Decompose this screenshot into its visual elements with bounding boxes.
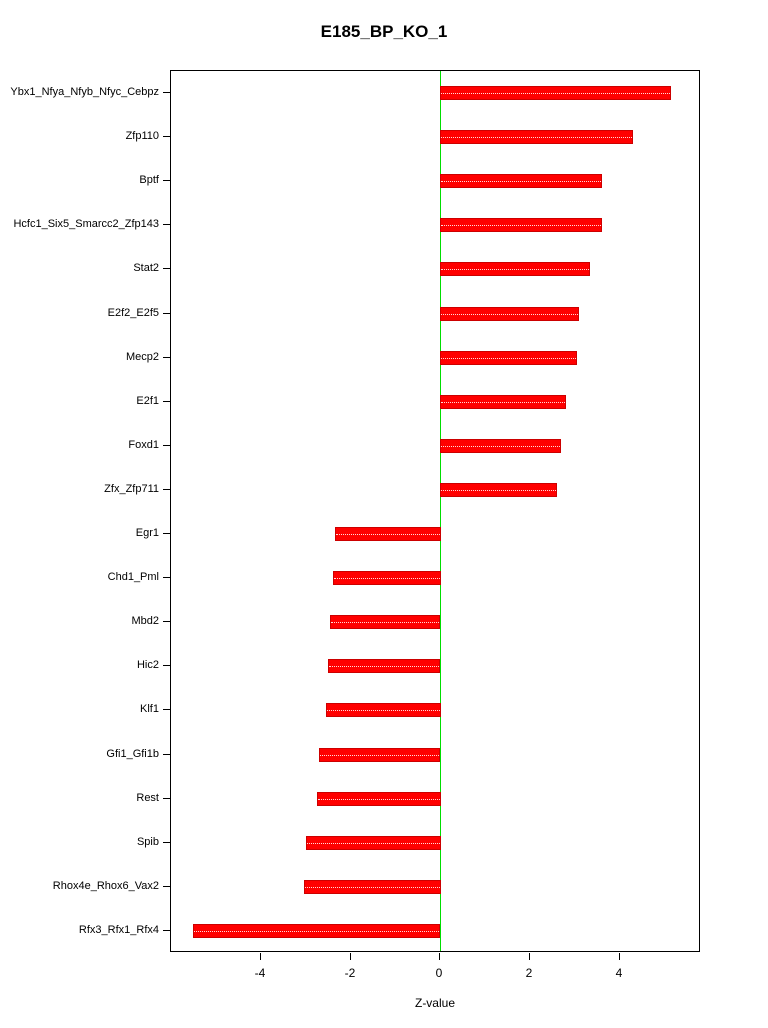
plot-area: [170, 70, 700, 952]
y-tick: [163, 224, 170, 225]
x-axis-title: Z-value: [414, 996, 455, 1010]
y-tick-label: E2f2_E2f5: [107, 307, 159, 319]
y-tick: [163, 709, 170, 710]
y-tick-label: E2f1: [136, 395, 159, 407]
bar-midline: [441, 269, 589, 270]
bar-Bptf: [440, 174, 602, 188]
bar-midline: [441, 358, 576, 359]
y-tick-label: Mecp2: [125, 351, 159, 363]
x-tick: [619, 953, 620, 960]
y-tick-label: Bptf: [139, 174, 159, 186]
bar-midline: [331, 622, 439, 623]
y-tick-label: Hcfc1_Six5_Smarcc2_Zfp143: [13, 218, 159, 230]
bar-Klf1: [326, 703, 441, 717]
bar-midline: [334, 578, 440, 579]
chart-title: E185_BP_KO_1: [320, 22, 448, 41]
x-tick: [529, 953, 530, 960]
y-tick: [163, 268, 170, 269]
bar-Spib: [306, 836, 441, 850]
bar-Zfp110: [440, 130, 633, 144]
bar-Rfx3_Rfx1_Rfx4: [193, 924, 440, 938]
bar-midline: [318, 799, 440, 800]
y-tick: [163, 313, 170, 314]
bar-E2f1: [440, 395, 566, 409]
y-tick: [163, 842, 170, 843]
x-tick-label: 4: [615, 966, 623, 980]
y-tick: [163, 401, 170, 402]
bar-midline: [307, 843, 440, 844]
y-tick-label: Gfi1_Gfi1b: [106, 748, 159, 760]
y-tick-label: Foxd1: [128, 439, 159, 451]
y-tick: [163, 445, 170, 446]
y-tick-label: Zfp110: [125, 130, 159, 142]
bar-Rhox4e_Rhox6_Vax2: [304, 880, 441, 894]
x-tick-label: 2: [525, 966, 533, 980]
bar-Zfx_Zfp711: [440, 483, 557, 497]
bar-Gfi1_Gfi1b: [319, 748, 440, 762]
y-tick: [163, 621, 170, 622]
bar-midline: [329, 666, 439, 667]
y-tick-label: Rfx3_Rfx1_Rfx4: [78, 924, 159, 936]
x-tick-label: 0: [435, 966, 443, 980]
y-tick: [163, 798, 170, 799]
y-tick-label: Stat2: [133, 262, 159, 274]
y-tick: [163, 577, 170, 578]
y-tick: [163, 930, 170, 931]
y-tick: [163, 665, 170, 666]
y-tick: [163, 886, 170, 887]
y-tick-label: Klf1: [140, 703, 159, 715]
y-tick: [163, 92, 170, 93]
bar-Mbd2: [330, 615, 440, 629]
bar-Foxd1: [440, 439, 561, 453]
bar-midline: [441, 225, 601, 226]
zero-line: [440, 71, 441, 951]
y-tick-label: Hic2: [136, 659, 159, 671]
y-tick: [163, 754, 170, 755]
bar-Chd1_Pml: [333, 571, 441, 585]
y-tick-label: Rest: [136, 792, 159, 804]
bar-midline: [441, 181, 601, 182]
bar-midline: [336, 534, 440, 535]
y-tick-label: Rhox4e_Rhox6_Vax2: [52, 880, 159, 892]
bar-Stat2: [440, 262, 590, 276]
bar-midline: [441, 137, 632, 138]
bar-midline: [327, 710, 440, 711]
bar-Mecp2: [440, 351, 577, 365]
bar-Hcfc1_Six5_Smarcc2_Zfp143: [440, 218, 602, 232]
bar-midline: [441, 314, 578, 315]
x-tick: [439, 953, 440, 960]
y-tick-label: Mbd2: [131, 615, 159, 627]
y-tick: [163, 533, 170, 534]
bar-midline: [441, 446, 560, 447]
x-tick-label: -2: [344, 966, 356, 980]
bar-Rest: [317, 792, 441, 806]
bar-midline: [441, 93, 670, 94]
bar-midline: [305, 887, 440, 888]
y-tick: [163, 136, 170, 137]
y-tick: [163, 357, 170, 358]
y-tick: [163, 180, 170, 181]
y-tick-label: Spib: [136, 836, 159, 848]
bar-E2f2_E2f5: [440, 307, 579, 321]
bar-Hic2: [328, 659, 440, 673]
bar-midline: [441, 402, 565, 403]
y-tick-label: Zfx_Zfp711: [104, 483, 159, 495]
bar-midline: [194, 931, 439, 932]
y-tick-label: Egr1: [135, 527, 159, 539]
y-tick: [163, 489, 170, 490]
bar-midline: [441, 490, 556, 491]
y-tick-label: Chd1_Pml: [107, 571, 159, 583]
bar-midline: [320, 755, 439, 756]
bar-Egr1: [335, 527, 441, 541]
y-tick-label: Ybx1_Nfya_Nfyb_Nfyc_Cebpz: [10, 86, 159, 98]
x-tick: [350, 953, 351, 960]
x-tick-label: -4: [254, 966, 266, 980]
x-tick: [260, 953, 261, 960]
bar-Ybx1_Nfya_Nfyb_Nfyc_Cebpz: [440, 86, 671, 100]
